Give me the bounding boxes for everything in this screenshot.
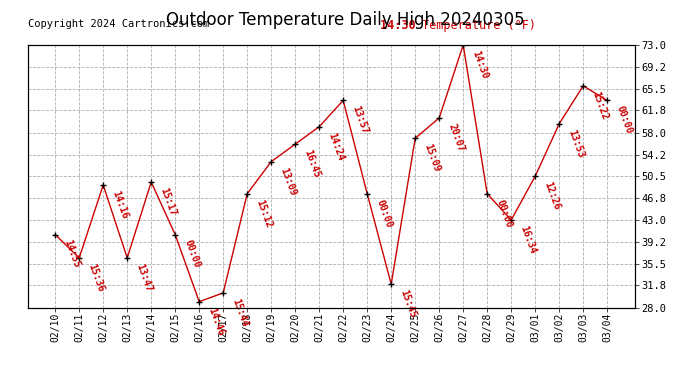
Text: Temperature (°F): Temperature (°F) [422, 19, 536, 32]
Text: 14:30: 14:30 [380, 19, 430, 32]
Text: 14:46: 14:46 [206, 306, 226, 337]
Text: 15:36: 15:36 [86, 262, 106, 293]
Text: 16:45: 16:45 [302, 148, 322, 179]
Text: 13:53: 13:53 [566, 128, 586, 159]
Text: 20:07: 20:07 [446, 122, 466, 153]
Text: 15:17: 15:17 [158, 186, 177, 217]
Text: 16:34: 16:34 [518, 224, 538, 255]
Text: 15:12: 15:12 [254, 198, 274, 229]
Text: 13:09: 13:09 [278, 166, 297, 197]
Text: Outdoor Temperature Daily High 20240305: Outdoor Temperature Daily High 20240305 [166, 11, 524, 29]
Text: 13:47: 13:47 [134, 262, 154, 293]
Text: 14:24: 14:24 [326, 131, 346, 162]
Text: 14:55: 14:55 [62, 239, 81, 270]
Text: 00:00: 00:00 [614, 105, 633, 136]
Text: 14:30: 14:30 [470, 49, 490, 80]
Text: 14:16: 14:16 [110, 189, 130, 220]
Text: 00:00: 00:00 [494, 198, 513, 229]
Text: 15:45: 15:45 [398, 288, 417, 320]
Text: 15:09: 15:09 [422, 142, 442, 174]
Text: 15:22: 15:22 [590, 90, 609, 121]
Text: 00:00: 00:00 [374, 198, 393, 229]
Text: 00:00: 00:00 [182, 239, 201, 270]
Text: 13:57: 13:57 [350, 105, 370, 136]
Text: Copyright 2024 Cartronics.com: Copyright 2024 Cartronics.com [28, 19, 209, 29]
Text: 15:44: 15:44 [230, 297, 250, 328]
Text: 12:26: 12:26 [542, 180, 562, 212]
